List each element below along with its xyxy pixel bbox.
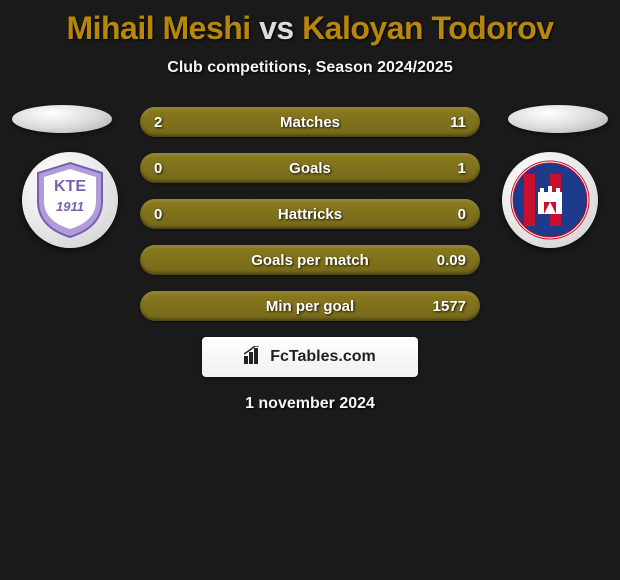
player2-name: Kaloyan Todorov	[302, 10, 553, 46]
stat-left-value: 2	[154, 114, 194, 131]
stat-right-value: 11	[426, 114, 466, 131]
stat-row-goals-per-match: Goals per match 0.09	[140, 245, 480, 275]
stat-left-value: 0	[154, 160, 194, 177]
brand-text: FcTables.com	[270, 348, 376, 366]
stats-area: KTE 1911 2 Matches	[0, 107, 620, 321]
vs-label: vs	[259, 10, 294, 46]
videoton-crest-icon	[510, 160, 590, 240]
stat-row-matches: 2 Matches 11	[140, 107, 480, 137]
stat-label: Goals per match	[251, 252, 369, 269]
brand-attribution[interactable]: FcTables.com	[202, 337, 418, 377]
page-title: Mihail Meshi vs Kaloyan Todorov	[0, 10, 620, 47]
stat-row-goals: 0 Goals 1	[140, 153, 480, 183]
club-badge-left: KTE 1911	[22, 152, 118, 248]
kte-crest-icon: KTE 1911	[34, 161, 106, 239]
svg-text:1911: 1911	[56, 199, 84, 214]
bar-chart-icon	[244, 346, 264, 369]
comparison-card: Mihail Meshi vs Kaloyan Todorov Club com…	[0, 0, 620, 423]
player2-marker-ellipse	[508, 105, 608, 133]
stat-right-value: 0	[426, 206, 466, 223]
stat-right-value: 1577	[426, 298, 466, 315]
stat-label: Hattricks	[278, 206, 342, 223]
stat-left-value: 0	[154, 206, 194, 223]
stat-row-hattricks: 0 Hattricks 0	[140, 199, 480, 229]
subtitle: Club competitions, Season 2024/2025	[0, 59, 620, 77]
stat-label: Matches	[280, 114, 340, 131]
footer-date: 1 november 2024	[0, 395, 620, 413]
stat-label: Goals	[289, 160, 331, 177]
stat-label: Min per goal	[266, 298, 354, 315]
svg-text:KTE: KTE	[54, 178, 86, 195]
stat-right-value: 0.09	[426, 252, 466, 269]
stat-right-value: 1	[426, 160, 466, 177]
club-badge-right	[502, 152, 598, 248]
stat-rows: 2 Matches 11 0 Goals 1 0 Hattricks 0 Goa…	[140, 107, 480, 321]
stat-row-min-per-goal: Min per goal 1577	[140, 291, 480, 321]
player1-marker-ellipse	[12, 105, 112, 133]
player1-name: Mihail Meshi	[66, 10, 250, 46]
